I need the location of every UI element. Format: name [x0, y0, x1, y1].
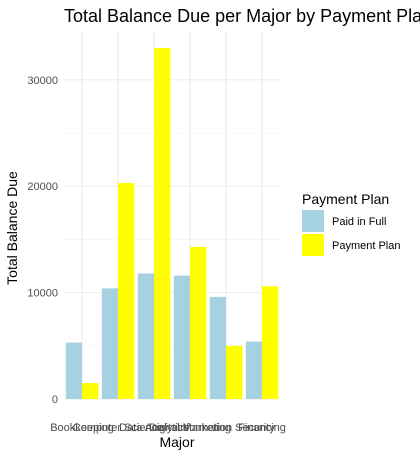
bar [190, 246, 207, 399]
bar [154, 47, 171, 400]
y-axis-title: Total Balance Due [4, 171, 20, 285]
legend: Payment Plan Paid in Full Payment Plan [302, 191, 400, 256]
chart-title: Total Balance Due per Major by Payment P… [64, 6, 420, 26]
legend-label: Payment Plan [332, 240, 400, 252]
bar [262, 286, 279, 399]
legend-swatch [302, 210, 324, 232]
y-tick-label: 20000 [27, 181, 58, 193]
bar [245, 341, 262, 399]
x-tick-label: Bookkeeping [50, 422, 114, 434]
x-tick-label: Digital Marketing [149, 422, 231, 434]
bar [118, 183, 135, 399]
bars [65, 47, 279, 400]
x-axis-title: Major [159, 434, 194, 450]
x-tick-label: Financing [238, 422, 286, 434]
bar [173, 275, 190, 399]
legend-title: Payment Plan [302, 191, 389, 207]
legend-label: Paid in Full [332, 216, 386, 228]
y-tick-label: 10000 [27, 288, 58, 300]
bar [82, 383, 99, 399]
bar [65, 342, 82, 399]
y-tick-label: 30000 [27, 75, 58, 87]
x-tick-label: Computer Science [73, 422, 164, 434]
y-tick-label: 0 [52, 394, 58, 406]
bar [209, 296, 226, 399]
x-tick-label: Data Analytics [119, 422, 189, 434]
y-tick-labels: 0 10000 20000 30000 [27, 75, 58, 406]
legend-swatch [302, 234, 324, 256]
bar [137, 273, 154, 399]
bar [226, 345, 243, 399]
bar [101, 288, 118, 399]
x-tick-label: Information Security [177, 422, 275, 434]
